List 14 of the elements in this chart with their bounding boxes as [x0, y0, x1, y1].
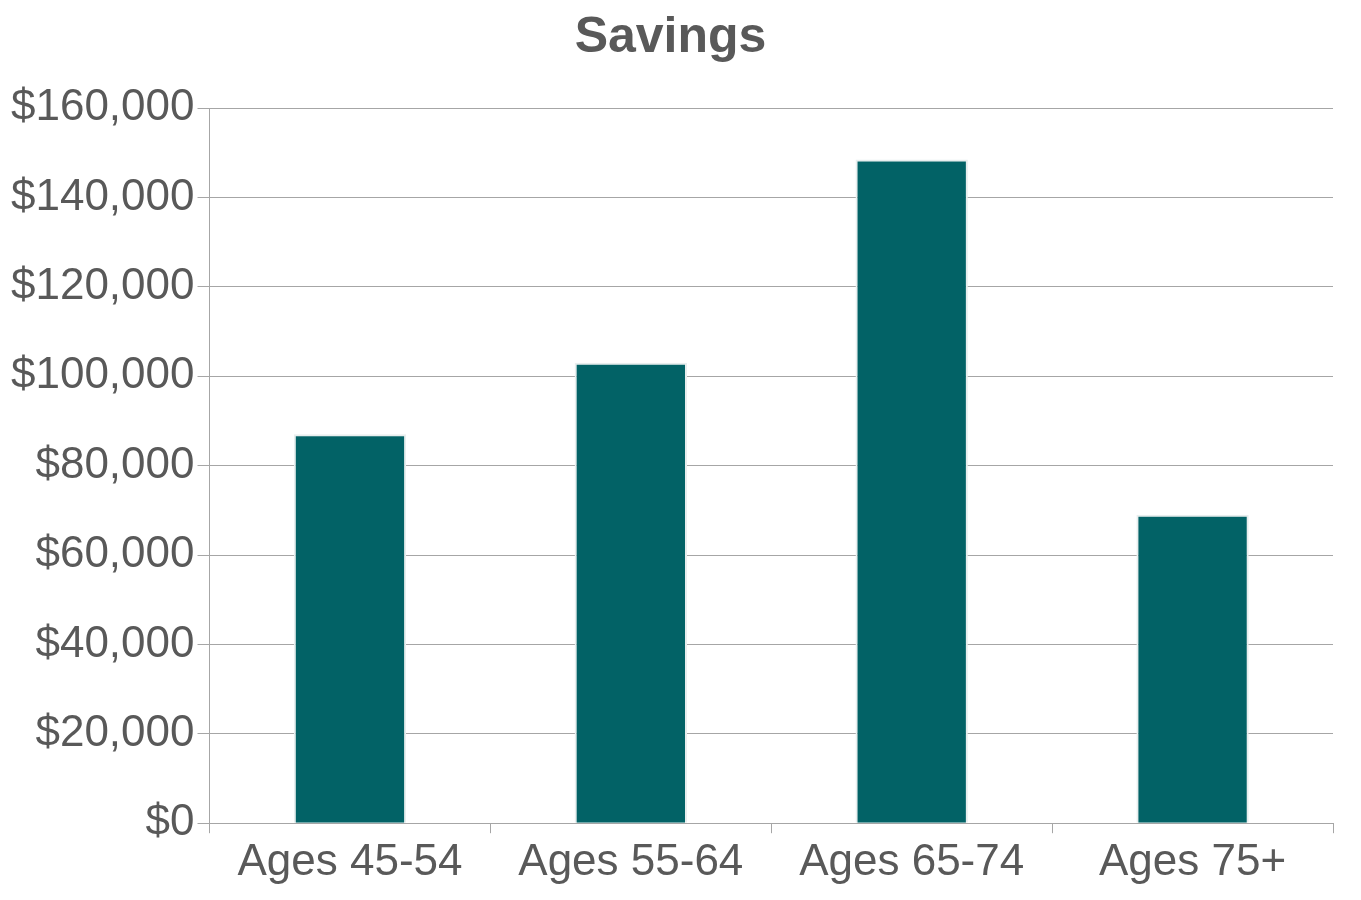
x-tick-label: Ages 65-74 [799, 834, 1025, 884]
y-tick-label: $20,000 [35, 705, 195, 755]
x-tick-label: Ages 45-54 [237, 834, 463, 884]
y-tick-label: $0 [145, 795, 195, 845]
y-tick-label: $40,000 [35, 616, 195, 666]
y-tick-label: $80,000 [35, 437, 195, 487]
x-tick-label: Ages 55-64 [518, 834, 744, 884]
chart-title: Savings [574, 6, 767, 63]
y-tick-label: $140,000 [10, 169, 195, 219]
y-tick-label: $100,000 [10, 348, 195, 398]
y-tick-label: $60,000 [35, 527, 195, 577]
y-tick-label: $120,000 [10, 258, 195, 308]
x-tick-label: Ages 75+ [1098, 834, 1287, 884]
y-tick-label: $160,000 [10, 80, 195, 130]
